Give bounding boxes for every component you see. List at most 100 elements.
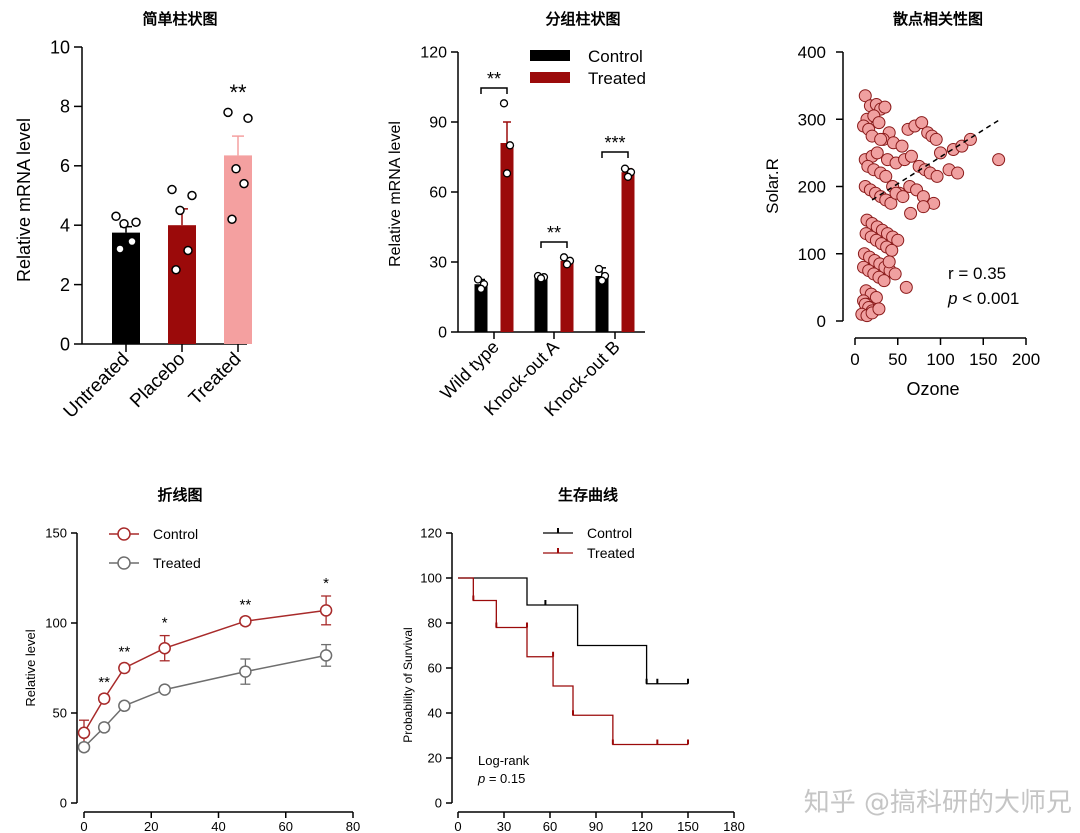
data-point-treated <box>77 740 91 754</box>
data-point <box>623 172 633 181</box>
y-tick-label: 6 <box>60 156 70 176</box>
x-tick-label: 90 <box>589 819 603 833</box>
y-axis-label: Solar.R <box>763 158 782 214</box>
bar-control <box>595 276 609 332</box>
data-point <box>223 107 233 118</box>
x-tick-label: 180 <box>723 819 745 833</box>
x-tick-label: Treated <box>185 349 246 410</box>
data-point <box>476 284 486 293</box>
y-axis-label: Relative level <box>23 629 38 706</box>
significance-label: ** <box>487 69 501 89</box>
logrank-label: Log-rank <box>478 753 530 768</box>
data-point-control <box>118 661 131 675</box>
significance-label: * <box>162 615 168 632</box>
y-tick-label: 40 <box>428 706 442 721</box>
survival-line-treated <box>458 577 688 746</box>
significance-label: ** <box>119 643 131 660</box>
data-point <box>597 276 607 285</box>
scatter-point <box>882 255 896 269</box>
x-tick-label: 0 <box>850 350 859 369</box>
scatter-point <box>895 139 909 153</box>
data-point-treated <box>118 699 131 713</box>
y-axis-label: Relative mRNA level <box>387 121 404 267</box>
data-point <box>473 275 483 284</box>
bar-treated <box>500 143 514 332</box>
watermark: 知乎 @搞科研的大师兄 <box>803 788 1072 818</box>
panel-scatter: 散点相关性图 Solar.R 0 100 200 300 400 0 50 100 150 200 Oz… <box>763 10 1040 399</box>
chart-title: 生存曲线 <box>558 486 618 504</box>
data-point <box>175 205 185 216</box>
y-axis-label: Probability of Survival <box>401 627 415 742</box>
x-tick-label: 100 <box>926 350 954 369</box>
x-tick-label: 150 <box>969 350 997 369</box>
significance-label: ** <box>229 80 247 105</box>
significance-label: ** <box>240 597 252 614</box>
data-point-treated <box>158 683 171 696</box>
legend-swatch <box>530 72 570 83</box>
bar <box>168 225 196 344</box>
data-point <box>231 164 241 174</box>
x-axis-label: Ozone <box>906 379 959 399</box>
x-tick-label: Placebo <box>126 349 189 412</box>
x-tick-label: 150 <box>677 819 699 833</box>
y-tick-label: 100 <box>45 616 67 631</box>
scatter-point <box>884 196 898 210</box>
panel-line: 折线图 Relative level 0 50 100 150 0 20 40 60 80 Contr… <box>23 486 360 833</box>
y-tick-label: 120 <box>420 526 442 541</box>
logrank-p: p = 0.15 <box>477 771 525 786</box>
data-point <box>562 260 572 269</box>
p-rest: < 0.001 <box>957 289 1019 308</box>
y-tick-label: 400 <box>798 43 826 62</box>
bar-treated <box>560 260 574 332</box>
panel-simple-bar: 简单柱状图 Relative mRNA level 0 2 4 6 8 10 Untreated… <box>14 10 253 423</box>
data-point <box>183 245 193 256</box>
x-tick-label: 20 <box>144 819 158 833</box>
data-point <box>502 169 512 178</box>
legend-label: Treated <box>588 69 646 88</box>
chart-title: 折线图 <box>157 486 202 504</box>
y-tick-label: 10 <box>50 37 70 57</box>
data-point <box>239 178 249 189</box>
y-tick-label: 20 <box>428 751 442 766</box>
series-line-control <box>83 609 327 734</box>
scatter-point <box>904 206 918 220</box>
data-point <box>127 236 137 247</box>
data-point <box>243 113 253 124</box>
legend-label: Control <box>153 526 198 542</box>
data-point <box>111 211 121 222</box>
y-tick-label: 90 <box>429 115 447 132</box>
scatter-point <box>885 243 899 257</box>
chart-title: 散点相关性图 <box>893 10 983 28</box>
data-point <box>115 244 125 254</box>
y-tick-label: 120 <box>420 45 447 62</box>
data-point-treated <box>239 665 252 678</box>
scatter-point <box>877 274 891 288</box>
data-point-treated <box>97 721 111 734</box>
y-tick-label: 0 <box>435 796 442 811</box>
bar-treated <box>621 172 635 332</box>
y-tick-label: 50 <box>53 706 67 721</box>
y-tick-label: 150 <box>45 526 67 541</box>
data-point-control <box>97 692 111 705</box>
data-point-control <box>239 614 252 628</box>
scatter-point <box>896 190 910 204</box>
legend-label: Treated <box>153 555 201 571</box>
scatter-point <box>858 89 872 103</box>
correlation-p: p < 0.001 <box>947 289 1019 308</box>
y-tick-label: 0 <box>817 312 826 331</box>
data-point <box>167 184 177 195</box>
scatter-point <box>870 146 884 160</box>
scatter-point <box>930 169 944 183</box>
data-point-control <box>319 604 333 617</box>
data-point-control <box>77 726 91 740</box>
scatter-point <box>904 149 918 163</box>
data-point <box>119 218 129 229</box>
scatter-point <box>879 169 893 183</box>
scatter-point <box>929 132 943 146</box>
bar-control <box>474 284 488 332</box>
data-point <box>499 99 509 108</box>
legend-label: Control <box>588 47 643 66</box>
data-point <box>594 264 604 274</box>
data-point <box>187 190 197 201</box>
